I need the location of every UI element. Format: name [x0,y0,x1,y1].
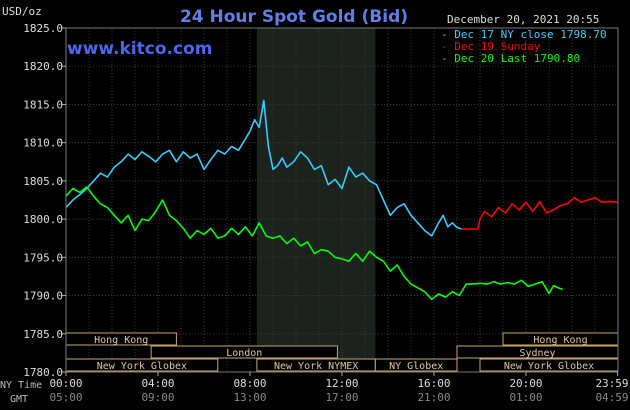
x-tick-label-ny: 04:00 [141,377,174,390]
x-tick-label-ny: 00:00 [49,377,82,390]
series-line-0 [65,99,462,237]
y-tick-label: 1785.0 [23,328,63,341]
watermark-url: www.kitco.com [67,39,212,59]
x-tick-label-ny: 08:00 [233,377,266,390]
legend: - Dec 17 NY close 1798.70 - Dec 19 Sunda… [441,28,607,65]
session-label: New York Globex [504,361,594,372]
x-tick-label-ny: 23:59 [595,377,628,390]
series-line-1 [461,196,618,230]
y-tick-label: 1825.0 [23,22,63,35]
y-tick-label: 1805.0 [23,175,63,188]
x-tick-label-gmt: 04:59 [595,391,628,404]
session-label: New York Globex [97,361,187,372]
legend-entry-dec20: - Dec 20 Last 1790.80 [441,52,580,65]
x-tick-label-gmt: 09:00 [141,391,174,404]
session-bar [374,358,458,372]
legend-entry-dec19: - Dec 19 Sunday [441,40,541,53]
ny-time-row-label: NY Time [0,380,42,391]
y-tick-label: 1780.0 [23,366,63,379]
legend-entry-dec17: - Dec 17 NY close 1798.70 [441,28,607,41]
chart-date-label: December 20, 2021 20:55 [447,13,599,26]
x-tick-label-gmt: 13:00 [233,391,266,404]
x-tick-label-ny: 16:00 [417,377,450,390]
session-label: New York NYMEX [274,361,358,372]
gmt-row-label: GMT [10,394,28,405]
y-tick-label: 1800.0 [23,213,63,226]
x-tick-label-gmt: 17:00 [325,391,358,404]
x-tick-label-gmt: 21:00 [417,391,450,404]
y-tick-label: 1820.0 [23,60,63,73]
session-label: NY Globex [389,361,443,372]
chart-title: 24 Hour Spot Gold (Bid) [180,7,408,27]
y-tick-label: 1815.0 [23,98,63,111]
series-line-2 [65,186,564,301]
session-bar [150,345,338,359]
x-tick-label-ny: 20:00 [509,377,542,390]
x-tick-label-gmt: 01:00 [509,391,542,404]
y-tick-label: 1790.0 [23,290,63,303]
y-axis-unit-label: USD/oz [2,5,42,18]
session-label: London [226,348,262,359]
session-label: Hong Kong [94,335,148,346]
x-tick-label-ny: 12:00 [325,377,358,390]
y-tick-label: 1795.0 [23,251,63,264]
session-label: Hong Kong [533,335,587,346]
x-tick-label-gmt: 05:00 [49,391,82,404]
y-tick-label: 1810.0 [23,137,63,150]
nymex-session-highlight [256,28,376,372]
session-label: Sydney [519,348,555,359]
